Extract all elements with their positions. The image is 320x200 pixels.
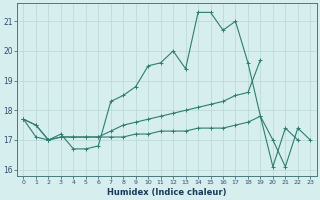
X-axis label: Humidex (Indice chaleur): Humidex (Indice chaleur) <box>107 188 227 197</box>
